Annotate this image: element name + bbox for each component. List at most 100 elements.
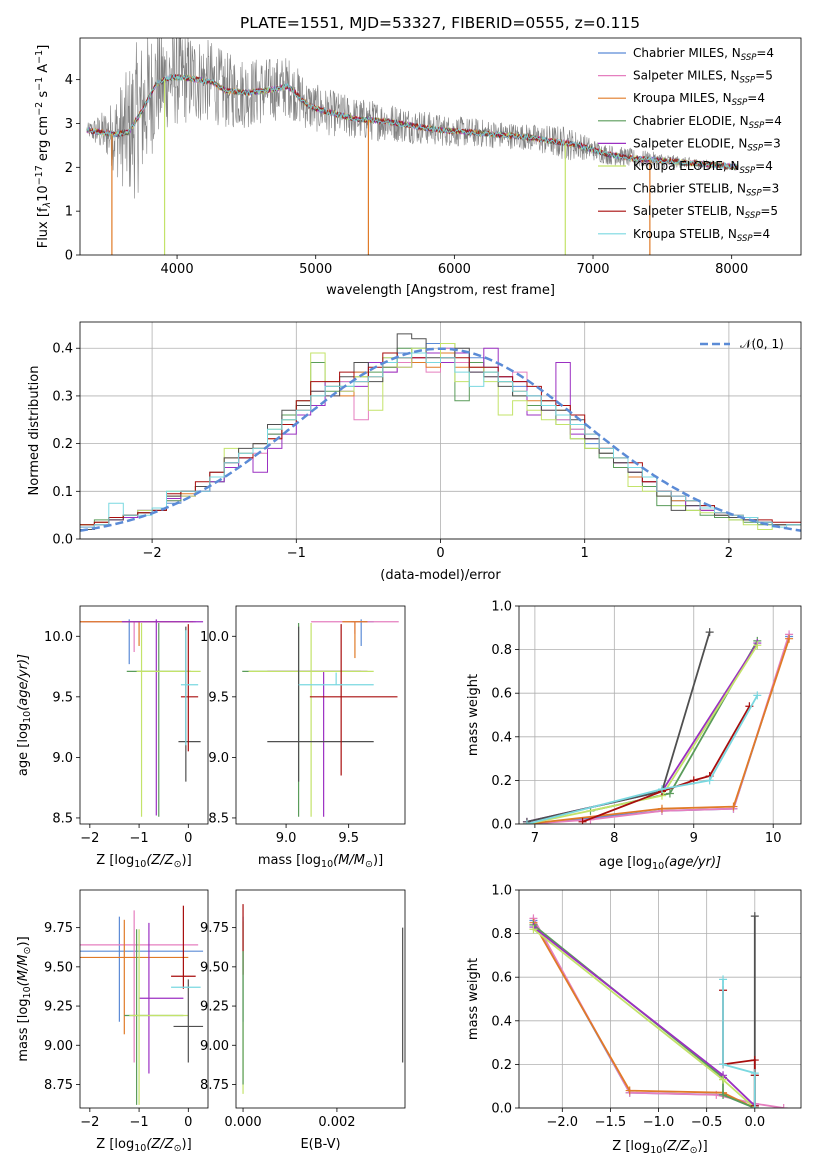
x-tick-label: 8000	[715, 262, 748, 277]
axes-frame	[79, 321, 802, 540]
legend-entry: Chabrier MILES, NSSP=4	[633, 46, 774, 63]
x-tick-label: 4000	[161, 262, 194, 277]
weight-marker	[578, 817, 587, 824]
y-tick-label: 9.5	[208, 690, 229, 705]
weight-line	[526, 631, 711, 823]
y-tick-label: 9.0	[208, 751, 229, 766]
x-tick-label: 2	[725, 546, 733, 561]
weight-marker	[719, 975, 728, 984]
axes-frame	[518, 605, 802, 825]
x-tick-label: 0	[184, 831, 192, 846]
x-tick-label: −2	[80, 831, 99, 846]
x-tick-label: 9.5	[338, 831, 359, 846]
x-tick-label: 7000	[576, 262, 609, 277]
y-tick-label: 9.75	[44, 921, 73, 936]
x-tick-label: 6000	[438, 262, 471, 277]
figure-title: PLATE=1551, MJD=53327, FIBERID=0555, z=0…	[240, 14, 640, 32]
axes-frame	[518, 889, 802, 1109]
weight-marker	[657, 785, 666, 794]
y-tick-label: 9.25	[44, 1000, 73, 1015]
weight-marker	[753, 691, 762, 700]
legend-entry: Kroupa ELODIE, NSSP=4	[633, 159, 773, 176]
model-fit-line	[86, 74, 739, 169]
legend-entry: Salpeter STELIB, NSSP=5	[633, 204, 778, 221]
y-tick-label: 0.4	[491, 730, 512, 745]
age-vs-mass-panel: 9.0 9.5 8.5 9.0 9.5 10.0 mass [log10(M/M⊙)]	[200, 605, 406, 870]
y-tick-label: 0.8	[491, 643, 512, 658]
x-tick-label: 7	[531, 831, 539, 846]
spectrum-lines	[86, 38, 739, 255]
y-tick-label: 0.0	[491, 818, 512, 833]
x-axis-label: age [log10(age/yr)]	[599, 855, 721, 872]
weight-marker	[719, 1090, 728, 1099]
y-tick-label: 0.3	[52, 389, 73, 404]
y-tick-label: 9.25	[200, 1000, 229, 1015]
y-tick-label: 1	[65, 205, 73, 220]
legend-entry: 𝒩(0, 1)	[740, 337, 784, 351]
normal-curve	[80, 347, 801, 532]
y-tick-label: 0.6	[491, 687, 512, 702]
x-axis-label: Z [log10(Z/Z⊙)]	[96, 1137, 191, 1154]
weight-vs-age-panel: 7 8 9 10 0.0 0.2 0.4 0.6 0.8 1.0 age [log10(age/yr…	[466, 600, 802, 872]
x-axis-label: wavelength [Angstrom, rest frame]	[326, 283, 555, 298]
y-tick-label: 9.0	[52, 751, 73, 766]
x-tick-label: 0.002	[318, 1115, 355, 1130]
y-tick-label: 0.2	[491, 1058, 512, 1073]
y-tick-label: 3	[65, 117, 73, 132]
y-tick-label: 1.0	[491, 884, 512, 899]
legend-entry: Kroupa STELIB, NSSP=4	[633, 227, 770, 244]
axes-frame	[79, 889, 209, 1109]
y-tick-label: 0.0	[491, 1102, 512, 1117]
weight-marker	[785, 634, 794, 643]
weight-line	[526, 694, 759, 824]
legend-entry: Salpeter MILES, NSSP=5	[633, 69, 773, 86]
legend-entry: Salpeter ELODIE, NSSP=3	[633, 136, 781, 153]
x-axis-label: Z [log10(Z/Z⊙)]	[96, 853, 191, 870]
weight-marker	[705, 776, 714, 785]
y-tick-label: 10.0	[200, 630, 229, 645]
mass-vs-z-panel: −2 −1 0 8.75 9.00 9.25 9.50 9.75 Z [log10(Z/Z⊙)]…	[16, 889, 209, 1154]
y-axis-label: age [log10(age/yr)]	[16, 654, 33, 776]
axes-frame	[235, 605, 406, 825]
y-tick-label: 1.0	[491, 600, 512, 615]
weight-marker	[750, 1069, 759, 1078]
y-tick-label: 8.5	[208, 811, 229, 826]
y-tick-label: 0.1	[52, 485, 73, 500]
weight-line	[526, 644, 759, 824]
legend-entry: Chabrier STELIB, NSSP=3	[633, 182, 779, 199]
x-tick-label: −2	[80, 1115, 99, 1130]
weight-marker	[719, 1060, 728, 1069]
x-axis-label: E(B-V)	[300, 1137, 340, 1152]
weight-line	[532, 928, 756, 1108]
x-tick-label: 10	[765, 831, 782, 846]
x-tick-label: −1	[287, 546, 306, 561]
y-tick-label: 0	[65, 249, 73, 264]
weight-marker	[522, 820, 531, 824]
axes-frame	[79, 37, 802, 256]
weight-marker	[779, 1104, 788, 1108]
weight-vs-z-panel: −2.0 −1.5 −1.0 −0.5 0.0 0.0 0.2 0.4 0.6 0.8 1.0 Z […	[466, 884, 802, 1156]
y-axis-label: Flux [fλ10−17 erg cm−2 s−1 A−1]	[34, 45, 53, 249]
y-tick-label: 0.8	[491, 927, 512, 942]
y-tick-label: 0.2	[491, 774, 512, 789]
y-axis-label: mass weight	[466, 674, 481, 756]
x-tick-label: 5000	[299, 262, 332, 277]
y-tick-label: 9.50	[44, 960, 73, 975]
y-tick-label: 8.75	[200, 1078, 229, 1093]
errorbars	[242, 904, 404, 1094]
x-tick-label: −1.5	[595, 1115, 627, 1130]
weight-line	[590, 640, 759, 812]
y-tick-label: 0.6	[491, 971, 512, 986]
y-tick-label: 0.4	[52, 342, 73, 357]
y-axis-label: mass [log10(M/M⊙)]	[16, 936, 33, 1061]
x-tick-label: 0.0	[744, 1115, 765, 1130]
x-tick-label: −1	[129, 831, 148, 846]
y-tick-label: 9.00	[44, 1039, 73, 1054]
x-axis-label: Z [log10(Z/Z⊙)]	[612, 1139, 707, 1156]
x-axis-label: mass [log10(M/M⊙)]	[258, 853, 383, 870]
weight-marker	[625, 1086, 634, 1095]
axes-frame	[79, 605, 209, 825]
x-tick-label: −2.0	[547, 1115, 579, 1130]
y-tick-label: 9.00	[200, 1039, 229, 1054]
